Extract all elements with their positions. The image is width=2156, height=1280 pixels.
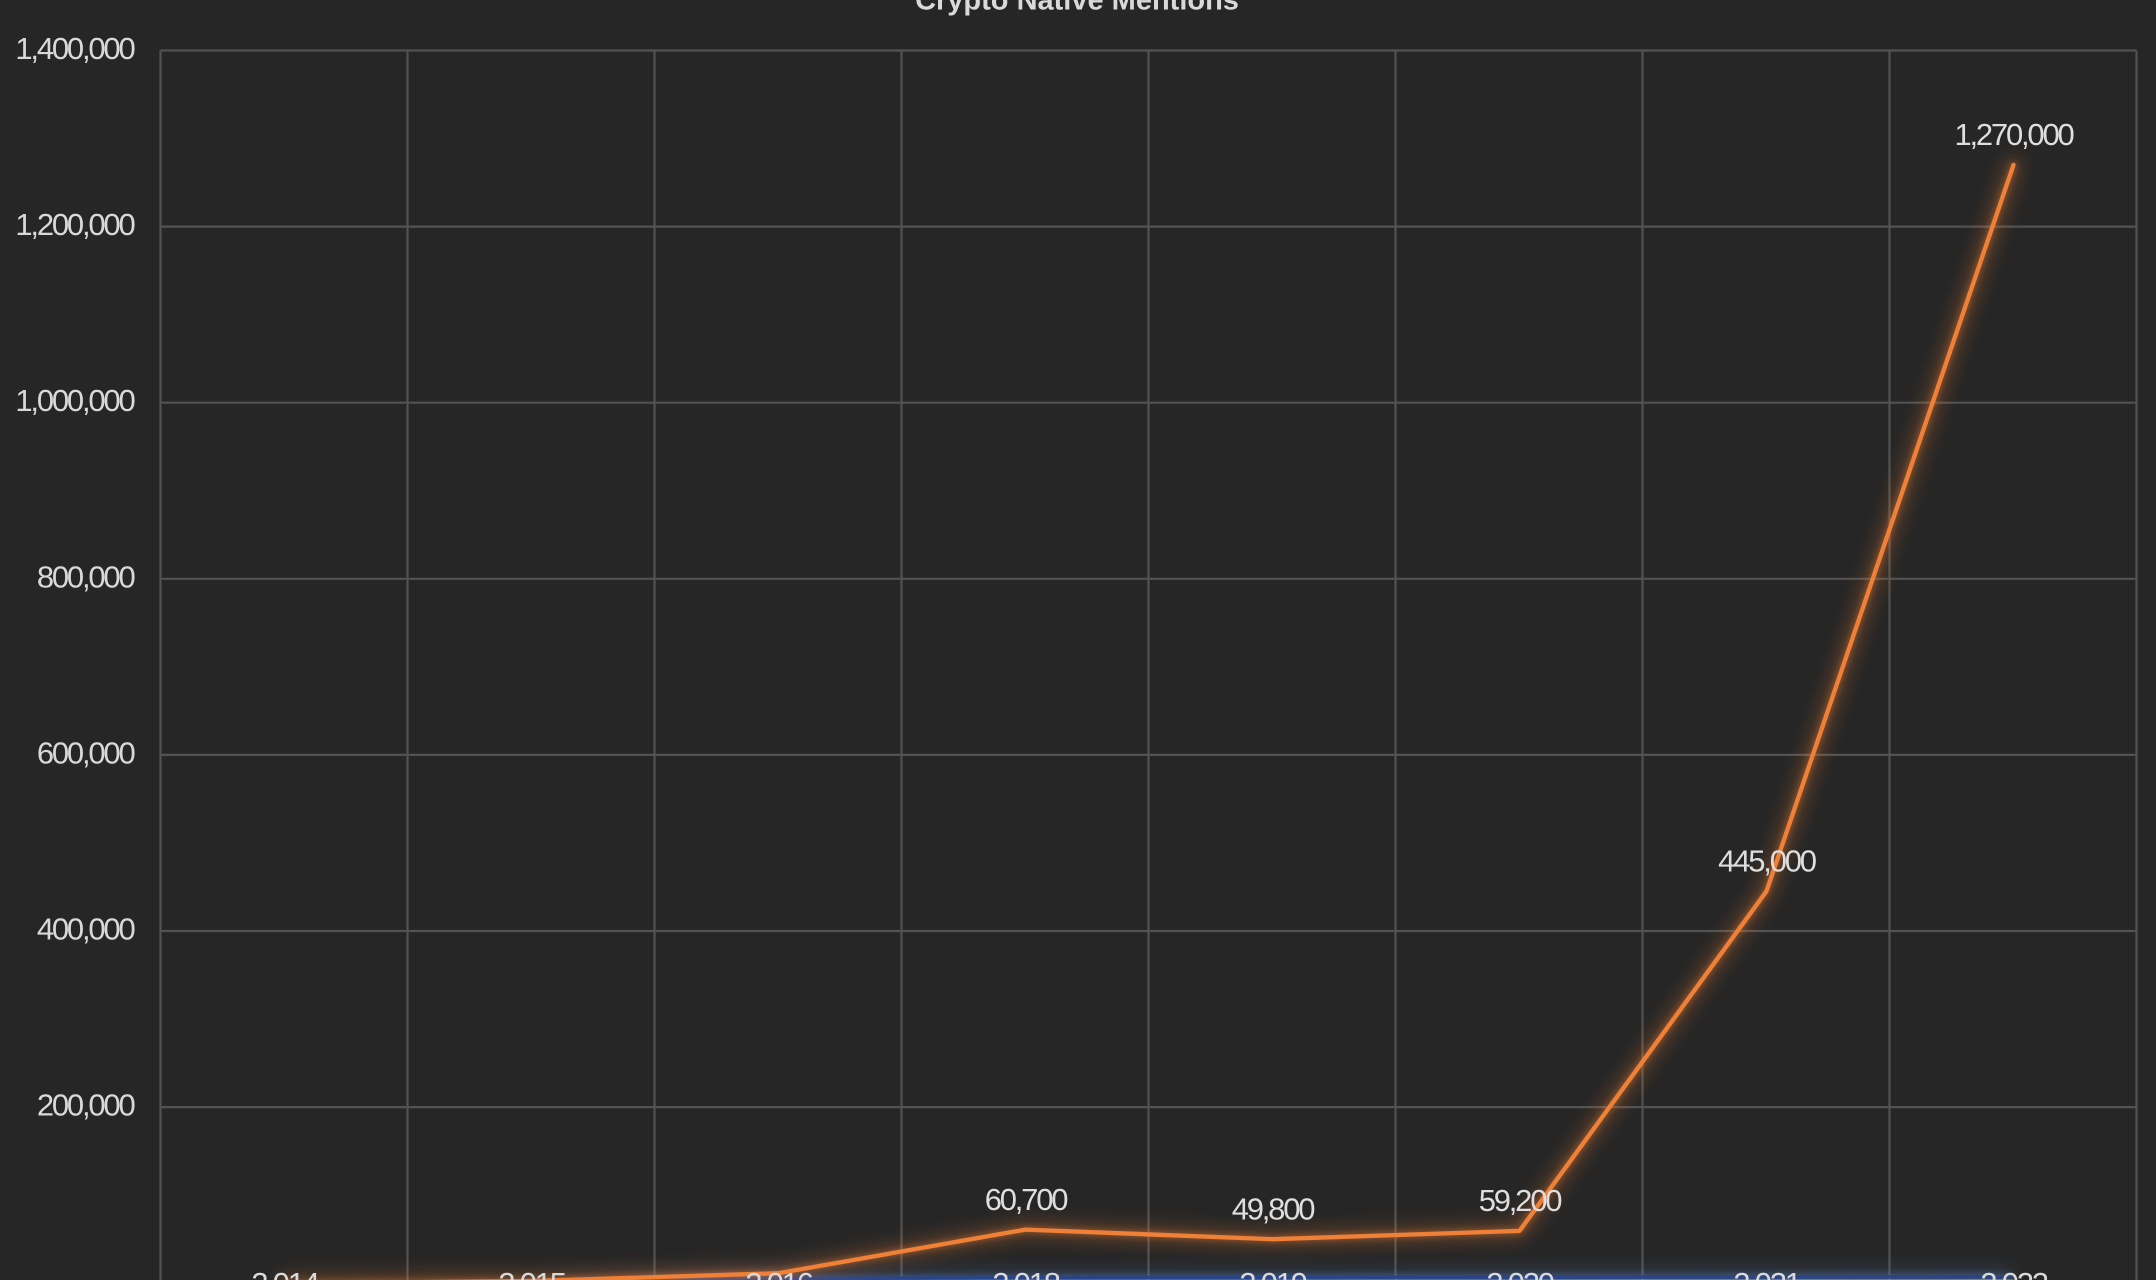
svg-text:445,000: 445,000 bbox=[1718, 843, 1817, 878]
svg-text:2,018: 2,018 bbox=[992, 1266, 1060, 1280]
svg-text:2,022: 2,022 bbox=[1980, 1266, 2048, 1280]
svg-text:2,020: 2,020 bbox=[1486, 1266, 1555, 1280]
svg-text:1,200,000: 1,200,000 bbox=[15, 207, 135, 242]
svg-text:59,200: 59,200 bbox=[1479, 1183, 1563, 1218]
svg-text:1,270,000: 1,270,000 bbox=[1954, 117, 2074, 152]
svg-text:2,021: 2,021 bbox=[1733, 1266, 1801, 1280]
svg-text:2,015: 2,015 bbox=[498, 1266, 566, 1280]
svg-text:2,014: 2,014 bbox=[251, 1266, 320, 1280]
svg-text:600,000: 600,000 bbox=[37, 735, 136, 770]
svg-text:2,019: 2,019 bbox=[1239, 1266, 1307, 1280]
svg-text:60,700: 60,700 bbox=[985, 1182, 1069, 1217]
svg-text:2,016: 2,016 bbox=[745, 1266, 813, 1280]
svg-text:Crypto Native Mentions: Crypto Native Mentions bbox=[915, 0, 1239, 17]
svg-text:1,400,000: 1,400,000 bbox=[15, 31, 135, 66]
svg-text:200,000: 200,000 bbox=[37, 1088, 136, 1123]
svg-text:1,000,000: 1,000,000 bbox=[15, 383, 135, 418]
svg-text:49,800: 49,800 bbox=[1232, 1192, 1316, 1227]
svg-text:400,000: 400,000 bbox=[37, 912, 136, 947]
svg-text:800,000: 800,000 bbox=[37, 559, 136, 594]
